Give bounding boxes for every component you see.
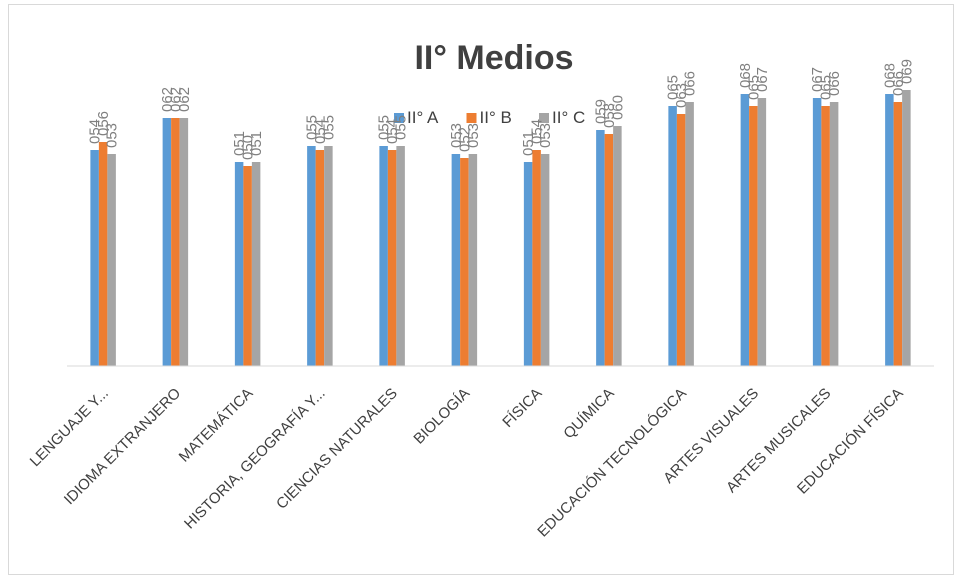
- data-label-2-6: 052: [456, 127, 473, 152]
- bar-2-4: [315, 150, 325, 366]
- legend-label-1: II° A: [407, 108, 439, 127]
- category-label-4: HISTORIA, GEOGRAFÍA Y...: [181, 385, 329, 533]
- data-label-3-12: 069: [898, 59, 915, 84]
- bar-2-1: [98, 142, 108, 366]
- bar-1-1: [90, 150, 99, 366]
- bar-1-10: [740, 94, 750, 366]
- data-label-2-11: 065: [818, 75, 835, 100]
- data-label-3-8: 060: [609, 95, 626, 120]
- data-label-1-1: 054: [87, 119, 104, 144]
- bar-2-8: [604, 134, 614, 366]
- data-label-3-4: 055: [320, 115, 337, 140]
- bar-1-6: [451, 154, 461, 366]
- category-label-3: MATEMÁTICA: [176, 385, 257, 466]
- bar-3-1: [107, 154, 116, 366]
- legend: II° A II° B II° C: [394, 108, 585, 127]
- bar-3-11: [829, 102, 839, 366]
- data-label-3-3: 051: [248, 131, 265, 156]
- bar-2-2: [171, 118, 180, 366]
- data-label-3-9: 066: [682, 71, 699, 96]
- data-label-2-4: 054: [312, 119, 329, 144]
- data-label-1-6: 053: [448, 123, 465, 148]
- data-label-1-5: 055: [376, 115, 393, 140]
- bar-3-10: [757, 98, 767, 366]
- bar-chart: II° Medios II° A II° B II° C 0540560530620…: [27, 39, 934, 541]
- bar-2-3: [243, 166, 252, 366]
- category-label-2: IDIOMA EXTRANJERO: [61, 385, 184, 508]
- bar-3-12: [902, 90, 911, 366]
- bar-2-12: [893, 102, 903, 366]
- bar-1-4: [307, 146, 316, 366]
- legend-label-3: II° C: [552, 108, 585, 127]
- category-label-8: QUÍMICA: [560, 385, 617, 442]
- data-label-3-5: 055: [393, 115, 410, 140]
- data-label-2-12: 066: [890, 71, 907, 96]
- data-label-1-10: 068: [737, 63, 754, 88]
- data-label-1-4: 055: [303, 115, 320, 140]
- bar-3-7: [540, 154, 550, 366]
- data-label-2-3: 050: [240, 135, 257, 160]
- legend-swatch-2: [466, 113, 477, 123]
- data-label-2-1: 056: [95, 111, 112, 136]
- legend-swatch-3: [539, 113, 549, 123]
- data-label-1-8: 059: [592, 99, 609, 124]
- bar-2-9: [676, 114, 686, 366]
- bar-1-9: [668, 106, 677, 366]
- data-label-1-9: 065: [665, 75, 682, 100]
- category-label-5: CIENCIAS NATURALES: [273, 385, 401, 513]
- category-label-7: FÍSICA: [499, 385, 545, 431]
- bar-1-5: [379, 146, 388, 366]
- bar-3-5: [396, 146, 405, 366]
- bar-2-5: [387, 150, 397, 366]
- data-label-1-3: 051: [231, 131, 248, 156]
- bar-1-7: [523, 162, 533, 366]
- bar-1-8: [596, 130, 605, 366]
- data-label-3-2: 062: [176, 87, 193, 112]
- data-label-3-11: 066: [826, 71, 843, 96]
- bar-3-4: [324, 146, 333, 366]
- bar-1-2: [162, 118, 172, 366]
- data-label-1-7: 051: [520, 131, 537, 156]
- bar-2-6: [460, 158, 469, 366]
- bar-3-6: [468, 154, 478, 366]
- bar-3-2: [179, 118, 189, 366]
- bar-3-3: [251, 162, 261, 366]
- legend-label-2: II° B: [480, 108, 512, 127]
- chart-frame: II° Medios II° A II° B II° C 054 056 053 062 0…: [8, 4, 954, 575]
- data-label-1-11: 067: [809, 67, 826, 92]
- bar-2-11: [821, 106, 830, 366]
- bar-3-9: [685, 102, 694, 366]
- data-label-2-10: 065: [745, 75, 762, 100]
- bar-3-8: [613, 126, 622, 366]
- data-label-2-2: 062: [167, 87, 184, 112]
- data-label-2-5: 054: [384, 119, 401, 144]
- bar-2-10: [749, 106, 758, 366]
- data-label-2-7: 054: [529, 119, 546, 144]
- bar-1-11: [812, 98, 822, 366]
- data-label-1-12: 068: [881, 63, 898, 88]
- chart-title: II° Medios: [414, 39, 573, 77]
- data-label-3-1: 053: [104, 123, 121, 148]
- data-label-2-8: 058: [601, 103, 618, 128]
- category-label-9: EDUCACIÓN TECNOLÓGICA: [534, 385, 690, 541]
- x-axis-tick-labels: LENGUAJE Y...IDIOMA EXTRANJEROMATEMÁTICA…: [27, 385, 907, 541]
- bar-1-3: [234, 162, 244, 366]
- category-label-6: BIOLOGÍA: [410, 385, 473, 448]
- bar-2-7: [532, 150, 541, 366]
- data-label-3-10: 067: [754, 67, 771, 92]
- data-label-3-6: 053: [465, 123, 482, 148]
- bar-1-12: [885, 94, 894, 366]
- legend-swatch-1: [394, 113, 404, 123]
- data-label-3-7: 053: [537, 123, 554, 148]
- data-label-2-9: 063: [673, 83, 690, 108]
- data-label-1-2: 062: [159, 87, 176, 112]
